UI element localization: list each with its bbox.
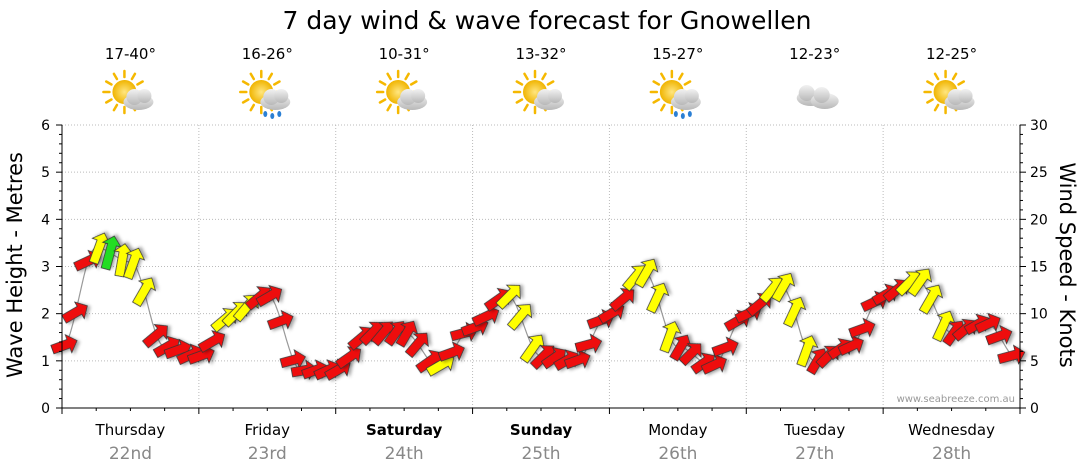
wind-arrow [61,301,88,324]
wind-arrow [700,353,727,375]
wind-arrow [711,336,739,357]
wind-arrow [997,344,1026,365]
partly-cloudy-icon [102,69,154,115]
wind-arrow [796,335,819,368]
y2-axis-label: Wind Speed - Knots [1055,162,1079,367]
y-tick-label: 5 [41,165,50,181]
wind-arrow [932,310,956,343]
day-label: Sunday [510,421,573,439]
temperature-label: 13-32° [515,45,566,63]
wind-arrow [634,258,659,289]
weather-row: 17-40° 16-26° 10-31° 13-32° 15-27° 12-23° 12-2… [102,45,977,119]
partly-cloudy-icon [923,69,975,115]
wind-arrow [837,334,864,356]
showers-icon [239,69,291,119]
temperature-label: 12-23° [789,45,840,63]
y2-tick-label: 30 [1030,118,1048,134]
y2-tick-label: 5 [1030,354,1039,370]
day-label: Saturday [366,421,443,439]
wind-arrow [50,333,78,355]
y2-tick-label: 0 [1030,401,1039,417]
wind-arrow [404,332,429,359]
wind-arrow [132,277,157,308]
wind-arrow [335,346,362,370]
wind-arrow [608,287,635,313]
wind-arrow [848,317,876,339]
temperature-label: 10-31° [379,45,430,63]
y-tick-label: 3 [41,260,50,276]
axes: 0 1 2 3 4 5 6 0 5 10 15 20 25 30 [41,118,1048,417]
wind-arrow [918,284,944,315]
day-label: Wednesday [908,421,995,439]
temperature-label: 16-26° [242,45,293,63]
wind-arrow [279,349,306,370]
y2-tick-label: 25 [1030,165,1048,181]
date-label: 27th [795,444,834,464]
day-label: Friday [245,421,291,439]
y2-tick-label: 15 [1030,260,1048,276]
watermark: www.seabreeze.com.au [897,394,1015,405]
date-label: 28th [932,444,971,464]
wind-arrow [646,282,670,314]
wind-arrow [574,333,603,354]
showers-icon [649,69,701,119]
temperature-label: 15-27° [652,45,703,63]
y-tick-label: 6 [41,118,50,134]
wind-arrow [678,343,702,367]
wind-arrow [519,334,545,364]
y2-tick-label: 20 [1030,212,1048,228]
date-label: 25th [521,444,560,464]
temperature-label: 12-25° [926,45,977,63]
y-axis-label: Wave Height - Metres [3,152,27,378]
wind-arrow [669,334,692,362]
wind-arrow [100,235,123,271]
wind-arrow [506,304,533,331]
wind-arrows-series [50,232,1026,381]
chart-title: 7 day wind & wave forecast for Gnowellen [283,6,812,35]
wind-arrow [659,321,682,354]
wind-arrow [907,268,933,298]
wind-arrow [985,324,1013,346]
wind-arrow [197,330,226,353]
wind-arrow [141,324,168,349]
y-tick-label: 2 [41,307,50,323]
x-axis-day-labels: Thursday 22nd Friday 23rd Saturday 24th Sunday… [95,421,996,464]
wind-arrow [123,247,146,280]
date-label: 22nd [109,444,152,464]
wind-arrow [266,309,294,331]
partly-cloudy-icon [375,69,428,115]
y-tick-label: 1 [41,354,50,370]
day-label: Monday [648,421,707,439]
grid [62,124,1020,408]
date-label: 26th [658,444,697,464]
wind-arrow [783,296,807,328]
y-tick-label: 0 [41,401,50,417]
wind-arrow [974,312,1001,334]
wind-arrow [563,349,591,370]
wind-arrow [771,272,796,303]
partly-cloudy-icon [512,69,564,115]
y-tick-label: 4 [41,212,50,228]
date-label: 24th [385,444,424,464]
wind-arrow [437,341,465,362]
wind-arrow [395,320,419,348]
wind-arrow [255,284,283,308]
y2-tick-label: 10 [1030,307,1048,323]
day-label: Thursday [95,421,166,439]
day-label: Tuesday [783,421,845,439]
temperature-label: 17-40° [105,45,156,63]
cloudy-icon [796,85,839,109]
date-label: 23rd [248,444,287,464]
wind-arrow [495,284,521,310]
